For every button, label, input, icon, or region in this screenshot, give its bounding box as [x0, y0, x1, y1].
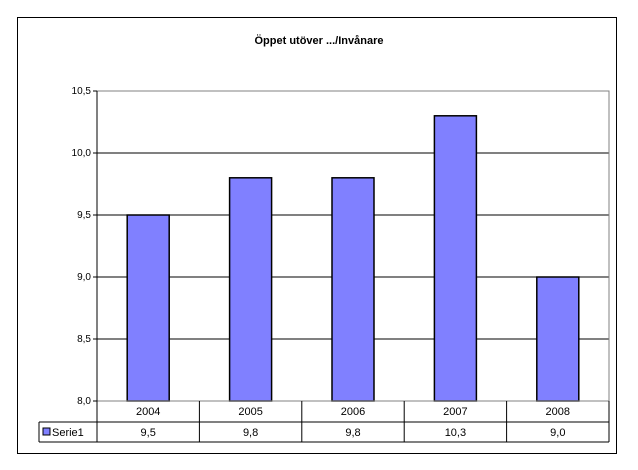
- bar-2008: [536, 276, 580, 402]
- data-label: 9,5: [141, 427, 156, 439]
- y-tick-label: 9,5: [77, 210, 91, 221]
- y-tick-label: 10,0: [72, 148, 92, 159]
- category-label: 2005: [238, 406, 262, 418]
- category-label: 2007: [443, 406, 467, 418]
- y-tick-label: 9,0: [77, 272, 91, 283]
- legend-key: [42, 427, 51, 436]
- bar-2007: [433, 115, 478, 402]
- category-label: 2006: [341, 406, 365, 418]
- bar-2005: [228, 177, 273, 402]
- data-label: 9,8: [345, 427, 360, 439]
- y-tick-label: 8,5: [77, 334, 91, 345]
- y-tick-label: 8,0: [77, 396, 91, 407]
- data-label: 10,3: [445, 427, 466, 439]
- bar-2004: [126, 214, 170, 402]
- bar-2006: [331, 177, 375, 402]
- category-label: 2004: [136, 406, 160, 418]
- category-label: 2008: [546, 406, 570, 418]
- legend-label: Serie1: [52, 427, 84, 439]
- y-tick-label: 10,5: [72, 86, 92, 97]
- data-label: 9,0: [550, 427, 565, 439]
- chart-title: Öppet utöver .../Invånare: [254, 35, 384, 47]
- data-label: 9,8: [243, 427, 258, 439]
